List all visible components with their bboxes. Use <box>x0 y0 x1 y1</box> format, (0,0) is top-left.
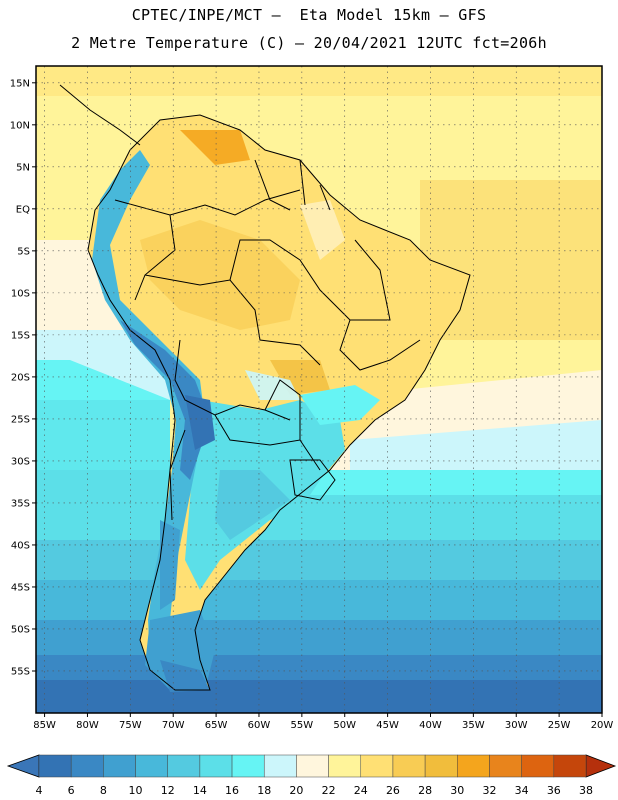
map-subtitle: 2 Metre Temperature (C) – 20/04/2021 12U… <box>71 34 547 52</box>
colorbar-label: 18 <box>257 784 271 797</box>
colorbar-low-arrow <box>6 754 40 778</box>
colorbar-segment <box>392 754 426 778</box>
lat-tick-label: 5N <box>16 162 30 173</box>
lat-tick-label: 50S <box>11 624 30 635</box>
colorbar-segment <box>103 754 136 778</box>
lon-tick-label: 25W <box>548 720 571 731</box>
grid-lines <box>36 66 603 713</box>
colorbar-label: 10 <box>129 784 143 797</box>
colorbar-segment <box>489 754 522 778</box>
colorbar-segment <box>328 754 362 778</box>
latitude-labels: 15N 10N 5N EQ 5S 10S 15S 20S 25S 30S 35S 40S 45S 50S 5… <box>10 78 36 677</box>
colorbar-label: 24 <box>354 784 368 797</box>
colorbar-segment <box>360 754 394 778</box>
lon-tick-label: 85W <box>33 720 56 731</box>
lon-tick-label: 40W <box>419 720 442 731</box>
colorbar-segment <box>296 754 329 778</box>
lon-tick-label: 80W <box>76 720 99 731</box>
colorbar-segment <box>135 754 168 778</box>
colorbar-segment <box>521 754 555 778</box>
lon-tick-label: 45W <box>376 720 399 731</box>
colorbar-segment <box>167 754 201 778</box>
lat-tick-label: 30S <box>11 456 30 467</box>
colorbar-segment <box>199 754 233 778</box>
colorbar-segment <box>553 754 587 778</box>
longitude-labels: 85W 80W 75W 70W 65W 60W 55W 50W 45W 40W 35W 30W 25W 2… <box>33 713 613 731</box>
colorbar-label: 6 <box>68 784 75 797</box>
lat-tick-label: 10S <box>11 288 30 299</box>
colorbar-label: 16 <box>225 784 239 797</box>
lat-tick-label: EQ <box>16 204 30 215</box>
colorbar-label: 26 <box>386 784 400 797</box>
colorbar-label: 12 <box>161 784 175 797</box>
lat-tick-label: 40S <box>11 540 30 551</box>
lon-tick-label: 30W <box>505 720 528 731</box>
colorbar-label: 20 <box>289 784 303 797</box>
lat-tick-label: 45S <box>11 582 30 593</box>
colorbar-label: 14 <box>193 784 207 797</box>
colorbar-segment <box>231 754 265 778</box>
colorbar-label: 38 <box>579 784 593 797</box>
lon-tick-label: 75W <box>119 720 142 731</box>
colorbar-segment <box>38 754 72 778</box>
lat-tick-label: 15N <box>10 78 30 89</box>
map-title: CPTEC/INPE/MCT – Eta Model 15km – GFS <box>131 6 487 24</box>
map-field <box>36 66 602 713</box>
colorbar-high-arrow <box>585 754 617 778</box>
colorbar-label: 22 <box>322 784 336 797</box>
lon-tick-label: 20W <box>591 720 614 731</box>
lat-tick-label: 10N <box>10 120 30 131</box>
colorbar-label: 36 <box>547 784 561 797</box>
lat-tick-label: 55S <box>11 666 30 677</box>
lat-tick-label: 20S <box>11 372 30 383</box>
lon-tick-label: 65W <box>205 720 228 731</box>
country-borders <box>59 84 471 691</box>
lon-tick-label: 70W <box>162 720 185 731</box>
lon-tick-label: 55W <box>291 720 314 731</box>
colorbar-label: 32 <box>482 784 496 797</box>
colorbar-label: 4 <box>36 784 43 797</box>
colorbar-label: 8 <box>100 784 107 797</box>
colorbar-label: 28 <box>418 784 432 797</box>
colorbar-segment <box>424 754 458 778</box>
lon-tick-label: 50W <box>333 720 356 731</box>
map-frame <box>35 65 603 714</box>
lat-tick-label: 35S <box>11 498 30 509</box>
colorbar-label: 30 <box>450 784 464 797</box>
lat-tick-label: 15S <box>11 330 30 341</box>
colorbar-segment <box>457 754 490 778</box>
colorbar-label: 34 <box>515 784 529 797</box>
lon-tick-label: 60W <box>248 720 271 731</box>
colorbar: 4 6 8 10 12 14 16 18 20 22 24 26 28 30 32 34 36 38 <box>6 754 617 797</box>
lon-tick-label: 35W <box>462 720 485 731</box>
lat-tick-label: 5S <box>17 246 30 257</box>
lat-tick-label: 25S <box>11 414 30 425</box>
colorbar-segment <box>263 754 297 778</box>
colorbar-segment <box>70 754 104 778</box>
south-america-landmass <box>88 115 470 692</box>
